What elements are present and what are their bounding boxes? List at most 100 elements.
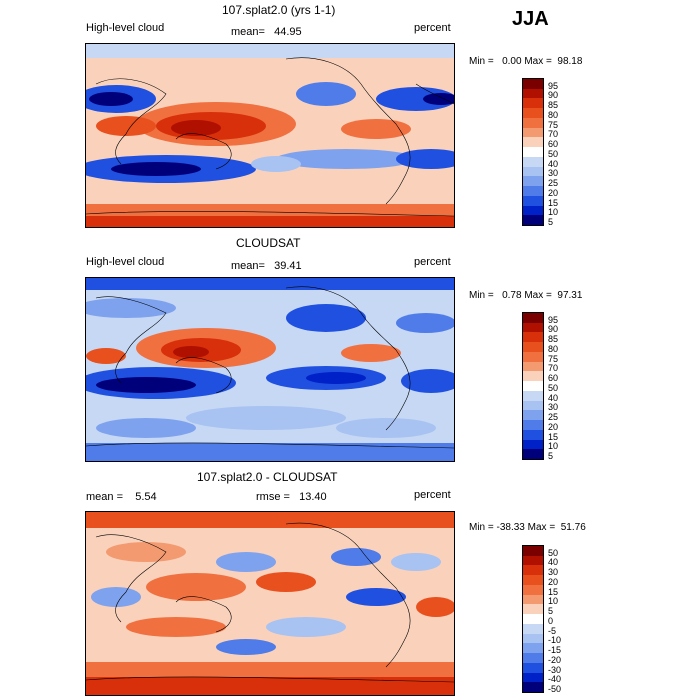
panel2-minmax: Min = 0.78 Max = 97.31 (469, 290, 582, 301)
colorbar-tick-label: -30 (548, 664, 562, 675)
panel1-variable-label: High-level cloud (86, 22, 165, 34)
colorbar-tick-label: 20 (548, 576, 559, 587)
panel1-colorbar (522, 78, 544, 226)
colorbar-tick-label: 70 (548, 129, 559, 140)
colorbar-cell (523, 361, 543, 372)
colorbar-cell (523, 604, 543, 615)
colorbar-cell (523, 342, 543, 353)
colorbar-tick-label: 40 (548, 158, 559, 169)
colorbar-tick-label: 50 (548, 547, 559, 558)
colorbar-cell (523, 108, 543, 119)
panel2-field (86, 278, 454, 461)
panel1-minmax: Min = 0.00 Max = 98.18 (469, 56, 582, 67)
colorbar-tick-label: 40 (548, 392, 559, 403)
colorbar-tick-label: 95 (548, 80, 559, 91)
panel2-min-label: Min = (469, 290, 494, 301)
panel2-min-value: 0.78 (502, 290, 522, 301)
colorbar-cell (523, 195, 543, 207)
colorbar-cell (523, 117, 543, 129)
colorbar-cell (523, 215, 543, 226)
colorbar-tick-label: 15 (548, 197, 559, 208)
colorbar-cell (523, 420, 543, 431)
panel1-max-label: Max = (524, 56, 552, 67)
colorbar-cell (523, 643, 543, 654)
panel2-units: percent (414, 256, 451, 268)
panel2-mean-value: 39.41 (274, 260, 302, 272)
colorbar-cell (523, 137, 543, 148)
colorbar-tick-label: 50 (548, 382, 559, 393)
colorbar-cell (523, 381, 543, 392)
panel2-mean: mean= 39.41 (231, 260, 302, 272)
panel3-min-label: Min = (469, 522, 494, 533)
panel2-max-value: 97.31 (557, 290, 583, 301)
colorbar-tick-label: -20 (548, 654, 562, 665)
panel2-variable-label: High-level cloud (86, 256, 165, 268)
colorbar-tick-label: 30 (548, 402, 559, 413)
colorbar-cell (523, 429, 543, 441)
panel2-colorbar (522, 312, 544, 460)
panel3-mean-label: mean = (86, 491, 123, 503)
panel3-min-value: -38.33 (496, 522, 525, 533)
colorbar-tick-label: 50 (548, 148, 559, 159)
panel3-mean: mean = 5.54 (86, 491, 157, 503)
colorbar-tick-label: 5 (548, 217, 554, 227)
colorbar-tick-label: -10 (548, 635, 562, 646)
colorbar-tick-label: 85 (548, 100, 559, 111)
colorbar-cell (523, 565, 543, 576)
panel3-max-label: Max = (527, 522, 556, 533)
panel1-units: percent (414, 22, 451, 34)
colorbar-cell (523, 313, 543, 324)
panel2-max-label: Max = (524, 290, 552, 301)
colorbar-cell (523, 614, 543, 625)
panel1-min-label: Min = (469, 56, 494, 67)
panel3-map (85, 511, 455, 696)
colorbar-cell (523, 332, 543, 343)
colorbar-cell (523, 623, 543, 635)
colorbar-cell (523, 662, 543, 674)
colorbar-tick-label: 75 (548, 353, 559, 364)
colorbar-tick-label: 30 (548, 168, 559, 179)
panel1-map (85, 43, 455, 228)
colorbar-cell (523, 390, 543, 402)
colorbar-tick-label: 15 (548, 431, 559, 442)
colorbar-tick-label: -40 (548, 674, 562, 685)
colorbar-tick-label: 70 (548, 363, 559, 374)
colorbar-tick-label: 80 (548, 343, 559, 354)
panel1-field (86, 44, 454, 227)
colorbar-tick-label: 95 (548, 314, 559, 325)
colorbar-cell (523, 653, 543, 664)
colorbar-cell (523, 594, 543, 605)
colorbar-cell (523, 400, 543, 411)
colorbar-cell (523, 371, 543, 382)
colorbar-tick-label: 40 (548, 557, 559, 568)
colorbar-cell (523, 127, 543, 138)
colorbar-tick-label: 90 (548, 324, 559, 335)
colorbar-cell (523, 546, 543, 557)
panel3-title: 107.splat2.0 - CLOUDSAT (197, 470, 338, 484)
colorbar-cell (523, 555, 543, 566)
colorbar-tick-label: 5 (548, 451, 554, 461)
panel1-mean-value: 44.95 (274, 26, 302, 38)
colorbar-cell (523, 633, 543, 644)
colorbar-cell (523, 98, 543, 109)
colorbar-cell (523, 205, 543, 216)
colorbar-tick-label: 90 (548, 90, 559, 101)
colorbar-tick-label: -50 (548, 684, 562, 694)
colorbar-tick-label: 20 (548, 187, 559, 198)
colorbar-cell (523, 176, 543, 187)
colorbar-tick-label: -15 (548, 645, 562, 656)
colorbar-tick-label: 25 (548, 412, 559, 423)
colorbar-cell (523, 88, 543, 99)
colorbar-cell (523, 147, 543, 158)
colorbar-tick-label: 5 (548, 606, 554, 617)
colorbar-tick-label: 20 (548, 421, 559, 432)
colorbar-cell (523, 156, 543, 168)
panel3-minmax: Min = -38.33 Max = 51.76 (469, 522, 586, 533)
panel3-units: percent (414, 489, 451, 501)
panel1-min-value: 0.00 (502, 56, 522, 67)
colorbar-tick-label: 0 (548, 615, 554, 626)
colorbar-tick-label: -5 (548, 625, 557, 636)
colorbar-cell (523, 575, 543, 586)
colorbar-tick-label: 30 (548, 567, 559, 578)
panel3-rmse-value: 13.40 (299, 491, 327, 503)
